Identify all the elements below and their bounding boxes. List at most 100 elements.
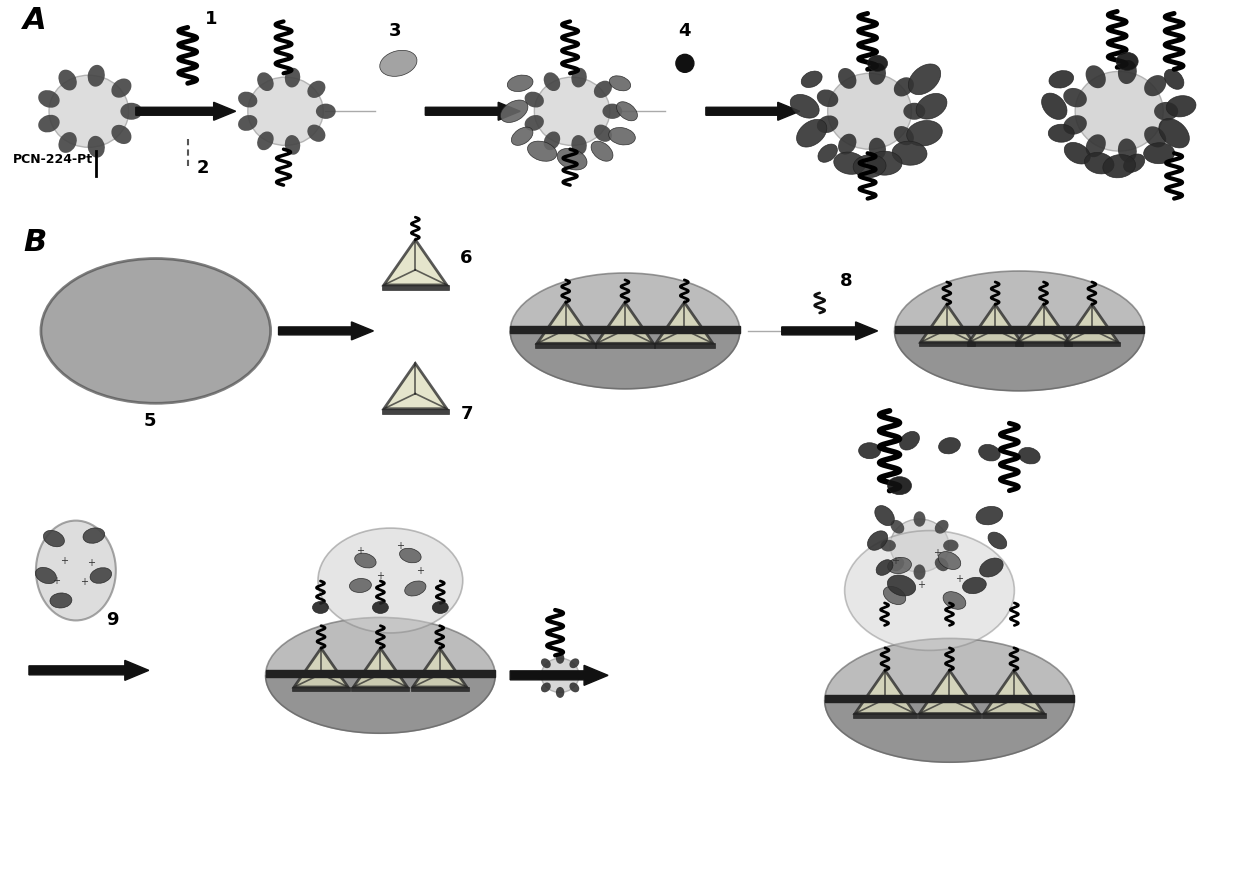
Ellipse shape	[112, 125, 131, 144]
Ellipse shape	[238, 115, 258, 131]
Ellipse shape	[308, 125, 325, 142]
Polygon shape	[985, 670, 1044, 714]
Ellipse shape	[790, 94, 820, 118]
Text: +: +	[918, 580, 925, 590]
Polygon shape	[279, 322, 373, 340]
Ellipse shape	[541, 659, 579, 692]
Text: A: A	[24, 6, 47, 36]
Ellipse shape	[874, 506, 894, 526]
Ellipse shape	[317, 528, 463, 633]
Text: 3: 3	[388, 22, 401, 40]
Ellipse shape	[1102, 155, 1136, 178]
Ellipse shape	[888, 575, 915, 596]
Ellipse shape	[935, 557, 949, 571]
Ellipse shape	[556, 652, 564, 664]
Ellipse shape	[50, 76, 129, 148]
Ellipse shape	[1159, 118, 1189, 148]
Ellipse shape	[36, 521, 115, 620]
Ellipse shape	[88, 136, 105, 158]
Ellipse shape	[976, 506, 1003, 525]
Text: +: +	[79, 578, 88, 587]
Ellipse shape	[827, 73, 911, 150]
Polygon shape	[825, 700, 1074, 762]
Polygon shape	[856, 670, 915, 714]
Ellipse shape	[1123, 154, 1145, 173]
Polygon shape	[894, 331, 1145, 391]
Polygon shape	[918, 714, 981, 718]
Text: B: B	[24, 228, 46, 257]
Ellipse shape	[534, 77, 610, 145]
Ellipse shape	[868, 55, 888, 71]
Ellipse shape	[510, 273, 740, 389]
Ellipse shape	[906, 120, 942, 146]
Ellipse shape	[817, 116, 838, 133]
Text: +: +	[890, 555, 899, 565]
Ellipse shape	[858, 442, 880, 458]
Ellipse shape	[285, 135, 300, 155]
Ellipse shape	[541, 683, 551, 692]
Ellipse shape	[888, 477, 911, 495]
Polygon shape	[136, 102, 236, 120]
Ellipse shape	[609, 127, 635, 145]
Ellipse shape	[556, 687, 564, 698]
Ellipse shape	[257, 132, 274, 150]
Ellipse shape	[1145, 75, 1166, 96]
Ellipse shape	[883, 587, 905, 604]
Polygon shape	[384, 363, 446, 409]
Ellipse shape	[572, 68, 587, 87]
Text: 8: 8	[839, 272, 852, 290]
Ellipse shape	[844, 530, 1014, 651]
Polygon shape	[510, 326, 740, 333]
Ellipse shape	[83, 528, 104, 543]
Ellipse shape	[892, 142, 928, 166]
Polygon shape	[781, 322, 878, 340]
Ellipse shape	[825, 638, 1074, 762]
Ellipse shape	[801, 71, 822, 87]
Ellipse shape	[944, 539, 959, 552]
Ellipse shape	[914, 564, 925, 579]
Ellipse shape	[265, 618, 495, 733]
Circle shape	[676, 54, 694, 72]
Ellipse shape	[988, 532, 1007, 549]
Ellipse shape	[312, 602, 329, 613]
Text: +: +	[934, 547, 941, 557]
Ellipse shape	[869, 138, 885, 159]
Ellipse shape	[1085, 134, 1106, 158]
Polygon shape	[293, 687, 350, 692]
Polygon shape	[382, 285, 449, 290]
Ellipse shape	[50, 593, 72, 608]
Ellipse shape	[914, 512, 925, 527]
Polygon shape	[265, 676, 495, 733]
Ellipse shape	[1118, 139, 1137, 163]
Ellipse shape	[534, 671, 546, 680]
Text: +: +	[60, 555, 68, 565]
Ellipse shape	[58, 69, 77, 91]
Polygon shape	[1065, 304, 1118, 342]
Ellipse shape	[379, 51, 417, 77]
Ellipse shape	[1164, 69, 1184, 89]
Ellipse shape	[939, 552, 961, 570]
Ellipse shape	[838, 134, 857, 155]
Ellipse shape	[1049, 70, 1074, 88]
Ellipse shape	[58, 132, 77, 153]
Ellipse shape	[1085, 152, 1114, 174]
Text: +: +	[377, 570, 384, 580]
Polygon shape	[510, 331, 740, 389]
Ellipse shape	[511, 127, 533, 145]
Ellipse shape	[350, 578, 371, 593]
Ellipse shape	[112, 78, 131, 98]
Polygon shape	[29, 660, 149, 680]
Ellipse shape	[817, 90, 838, 107]
Ellipse shape	[818, 144, 837, 162]
Ellipse shape	[404, 581, 427, 596]
Ellipse shape	[572, 135, 587, 155]
Ellipse shape	[939, 438, 960, 454]
Ellipse shape	[1063, 115, 1086, 134]
Text: +: +	[956, 573, 963, 584]
Ellipse shape	[868, 530, 888, 550]
Ellipse shape	[838, 68, 857, 89]
Text: 5: 5	[144, 412, 156, 430]
Polygon shape	[594, 344, 656, 348]
Ellipse shape	[1166, 95, 1195, 117]
Polygon shape	[536, 344, 596, 348]
